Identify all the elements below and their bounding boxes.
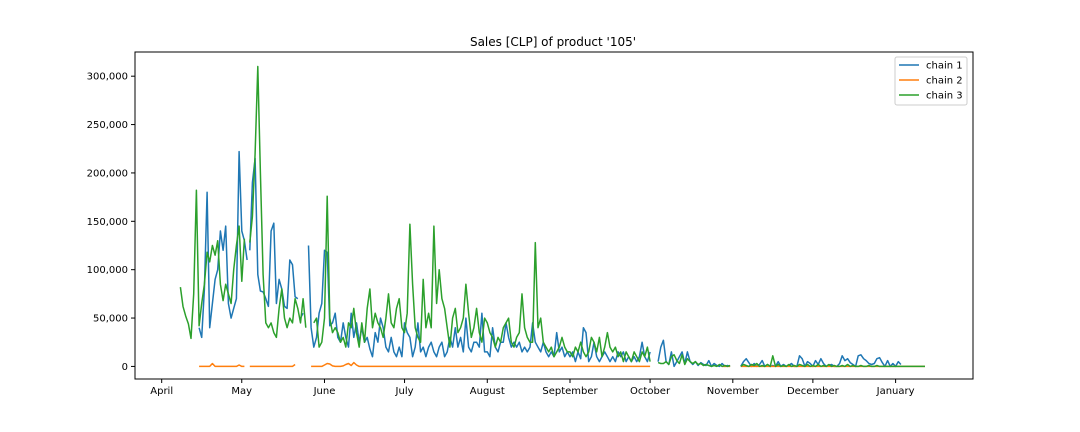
y-tick-label: 150,000 bbox=[87, 217, 128, 228]
x-axis: April May June July August September October No… bbox=[150, 379, 915, 397]
legend: chain 1 chain 2 chain 3 bbox=[894, 56, 968, 106]
y-tick-label: 250,000 bbox=[87, 120, 128, 131]
legend-label: chain 1 bbox=[926, 61, 963, 72]
chart-title: Sales [CLP] of product '105' bbox=[470, 35, 636, 49]
series-group bbox=[179, 65, 925, 368]
x-tick-label: December bbox=[787, 386, 840, 397]
x-tick-label: January bbox=[876, 386, 915, 397]
x-tick-label: August bbox=[470, 386, 505, 397]
x-tick-label: May bbox=[231, 386, 252, 397]
x-tick-label: October bbox=[630, 386, 671, 397]
x-tick-label: November bbox=[707, 386, 760, 397]
legend-box bbox=[894, 56, 968, 106]
y-tick-label: 100,000 bbox=[87, 265, 128, 276]
y-tick-label: 0 bbox=[122, 362, 128, 373]
x-tick-label: July bbox=[395, 386, 414, 397]
y-tick-label: 50,000 bbox=[93, 314, 128, 325]
legend-label: chain 2 bbox=[926, 76, 963, 87]
plot-area-frame bbox=[134, 51, 974, 380]
y-tick-label: 300,000 bbox=[87, 72, 128, 83]
y-tick-label: 200,000 bbox=[87, 168, 128, 179]
series-line-chain-2 bbox=[199, 361, 925, 368]
y-axis: 0 50,000 100,000 150,000 200,000 250,000 300,0… bbox=[87, 72, 135, 373]
x-tick-label: June bbox=[313, 386, 336, 397]
series-line-chain-3 bbox=[179, 65, 925, 368]
x-tick-label: September bbox=[542, 386, 598, 397]
x-tick-label: April bbox=[150, 386, 173, 397]
legend-label: chain 3 bbox=[926, 91, 963, 102]
series-line-chain-1 bbox=[198, 150, 902, 368]
